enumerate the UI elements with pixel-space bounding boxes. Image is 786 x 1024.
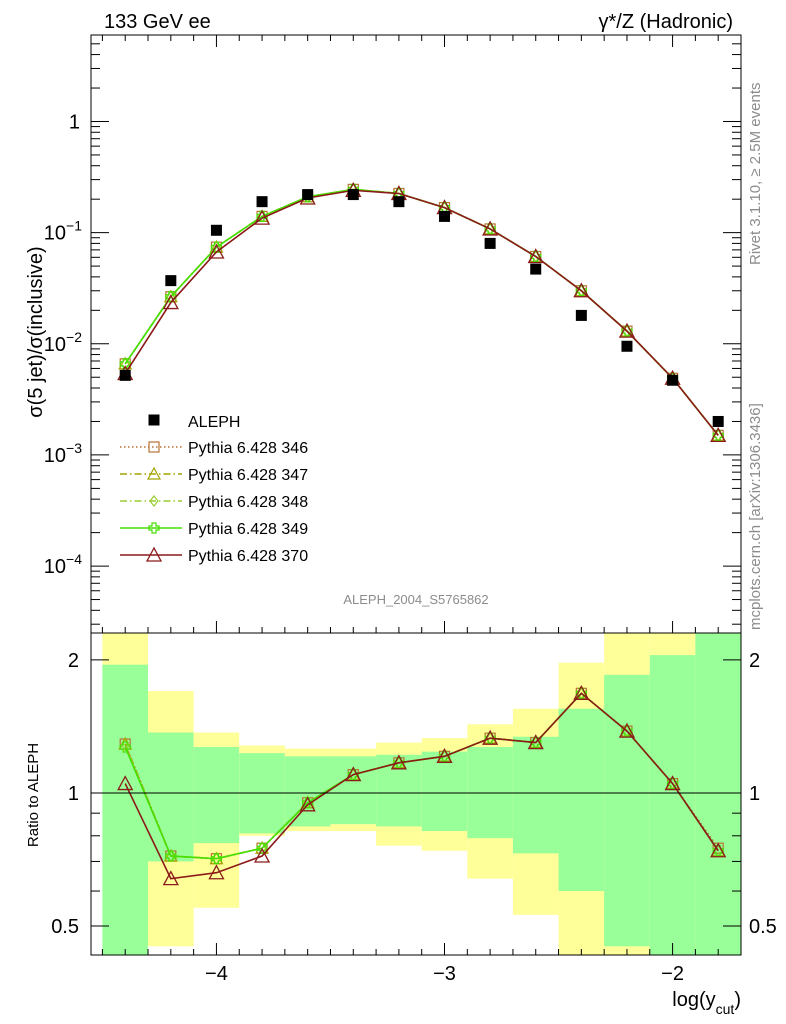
aleph-data-point xyxy=(302,189,314,201)
ratio-series-marker-4 xyxy=(210,853,223,865)
legend-marker-5 xyxy=(145,546,163,562)
ratio-band-inner xyxy=(649,655,696,955)
rivet-version-label: Rivet 3.1.10, ≥ 2.5M events xyxy=(747,83,764,266)
main-series-marker-5 xyxy=(253,209,271,225)
ratio-series-marker-3 xyxy=(120,739,130,752)
legend-marker-1 xyxy=(148,441,160,453)
ratio-y-axis-label: Ratio to ALEPH xyxy=(25,743,42,847)
aleph-data-point xyxy=(210,224,222,236)
x-axis-label: log(ycut) xyxy=(672,989,741,1017)
main-series-marker-5 xyxy=(208,243,225,259)
ratio-series-marker-5 xyxy=(117,775,134,791)
main-series-marker-5 xyxy=(573,282,590,298)
mcplots-reference-label: mcplots.cern.ch [arXiv:1306.3436] xyxy=(747,403,764,630)
ratio-band-inner xyxy=(512,736,559,854)
x-tick-label: −3 xyxy=(433,963,456,985)
ratio-plot-frame xyxy=(90,632,742,956)
main-plot-frame xyxy=(90,34,742,634)
ratio-band-inner xyxy=(421,751,468,832)
legend-label-2: Pythia 6.428 347 xyxy=(188,467,308,484)
ratio-y-tick-label: 1 xyxy=(68,783,79,805)
y-tick-label: 1 xyxy=(69,111,80,133)
main-series-line-5 xyxy=(124,189,719,436)
ratio-series-marker-5 xyxy=(345,766,362,782)
ratio-series-marker-5 xyxy=(208,864,225,880)
ratio-series-marker-5 xyxy=(482,729,499,745)
ratio-series-marker-4 xyxy=(302,797,314,809)
ratio-band-inner xyxy=(148,732,194,862)
legend-label-3: Pythia 6.428 348 xyxy=(188,494,308,511)
ratio-series-line-5 xyxy=(124,692,719,880)
ratio-series-marker-5 xyxy=(253,847,271,863)
ratio-band-inner xyxy=(193,747,240,844)
legend-marker-2 xyxy=(146,466,162,480)
main-series-marker-5 xyxy=(710,426,727,443)
aleph-data-point xyxy=(575,309,587,321)
y-tick-label: 10−4 xyxy=(44,551,82,578)
x-tick-label: −4 xyxy=(205,963,228,985)
legend-label-1: Pythia 6.428 346 xyxy=(188,440,308,457)
legend-label-5: Pythia 6.428 370 xyxy=(188,548,308,565)
ratio-series-marker-5 xyxy=(527,734,544,750)
ratio-series-marker-5 xyxy=(573,684,590,700)
analysis-label: ALEPH_2004_S5765862 xyxy=(343,592,488,607)
ratio-y-tick-label: 2 xyxy=(68,650,79,672)
aleph-data-point xyxy=(621,340,633,352)
legend-label-aleph: ALEPH xyxy=(188,414,240,431)
y-tick-label: 10−2 xyxy=(44,329,82,356)
ratio-series-marker-5 xyxy=(436,747,453,763)
main-series-marker-5 xyxy=(527,248,544,264)
main-series-marker-5 xyxy=(162,294,179,310)
ratio-series-marker-4 xyxy=(165,850,177,862)
header-right-label: γ*/Z (Hadronic) xyxy=(599,11,733,33)
aleph-data-point xyxy=(712,415,724,427)
aleph-data-point xyxy=(256,196,268,208)
main-series-marker-5 xyxy=(618,322,636,338)
main-series-marker-4 xyxy=(256,210,268,222)
ratio-band-inner xyxy=(102,664,149,955)
aleph-data-point xyxy=(119,369,131,381)
main-y-axis-label: σ(5 jet)/σ(inclusive) xyxy=(25,246,47,417)
aleph-data-point xyxy=(347,189,359,201)
y-tick-label: 10−1 xyxy=(44,218,82,245)
x-tick-label: −2 xyxy=(661,963,684,985)
ratio-series-marker-5 xyxy=(618,722,636,738)
aleph-data-point xyxy=(165,275,177,287)
aleph-data-point xyxy=(530,263,542,275)
ratio-series-marker-4 xyxy=(119,741,131,753)
legend-marker-aleph xyxy=(148,414,160,426)
aleph-data-point xyxy=(439,210,451,222)
ratio-y-tick-label-right: 1 xyxy=(749,783,760,805)
ratio-series-marker-5 xyxy=(390,754,407,770)
ratio-band-inner xyxy=(558,708,605,892)
ratio-series-marker-5 xyxy=(664,775,681,791)
ratio-band-inner xyxy=(376,754,422,827)
ratio-series-marker-5 xyxy=(299,796,316,812)
ratio-band-inner xyxy=(284,756,331,827)
aleph-data-point xyxy=(667,374,679,386)
ratio-y-tick-label: 0.5 xyxy=(51,916,79,938)
aleph-data-point xyxy=(393,196,405,208)
ratio-series-marker-5 xyxy=(162,870,179,886)
legend-label-4: Pythia 6.428 349 xyxy=(188,521,308,538)
ratio-series-marker-5 xyxy=(710,842,727,858)
legend-marker-4 xyxy=(148,522,160,534)
main-series-marker-5 xyxy=(482,220,499,236)
ratio-band-inner xyxy=(695,633,741,955)
header-left-label: 133 GeV ee xyxy=(104,11,211,33)
ratio-band-inner xyxy=(604,674,650,947)
ratio-y-tick-label-right: 2 xyxy=(749,650,760,672)
legend-marker-3 xyxy=(149,495,159,507)
aleph-data-point xyxy=(484,237,496,249)
y-tick-label: 10−3 xyxy=(44,440,82,467)
ratio-y-tick-label-right: 0.5 xyxy=(749,916,777,938)
